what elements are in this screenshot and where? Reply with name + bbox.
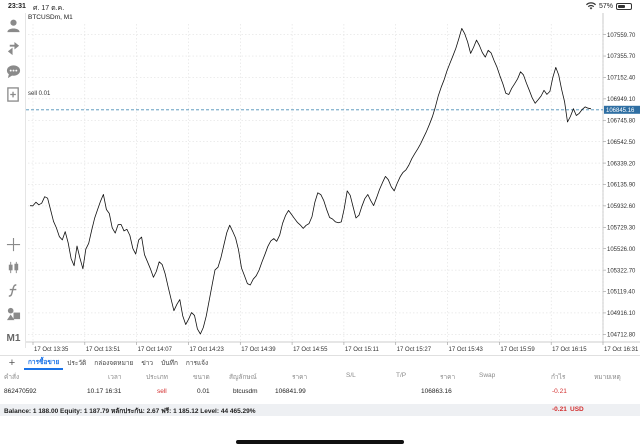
table-header: คำสั่ง เวลา ประเภท ขนาด สัญลักษณ์ ราคา S… — [0, 372, 640, 384]
header-symbol: สัญลักษณ์ — [229, 374, 257, 381]
price-tick-label: 107152.40 — [607, 76, 636, 82]
candles-icon[interactable] — [5, 259, 22, 276]
order-current-price: 106863.16 — [421, 388, 452, 395]
trade-icon[interactable] — [5, 40, 22, 57]
time-tick-label: 17 Oct 14:07 — [138, 347, 173, 353]
status-right: 57% — [585, 2, 632, 10]
price-tick-label: 105932.60 — [607, 204, 636, 210]
header-price: ราคา — [292, 374, 308, 381]
price-tick-label: 106949.10 — [607, 97, 636, 103]
timeframe-button[interactable]: M1 — [6, 333, 21, 344]
time-tick-label: 17 Oct 14:55 — [293, 347, 328, 353]
header-swap: Swap — [479, 372, 496, 379]
bottom-tabs: + การซื้อขาย ประวัติ กล่องจดหมาย ข่าว บั… — [0, 355, 640, 370]
price-tick-label: 106542.50 — [607, 140, 636, 146]
price-tick-label: 105322.70 — [607, 268, 636, 274]
tab-history[interactable]: ประวัติ — [67, 360, 87, 367]
crosshair-icon[interactable] — [5, 236, 22, 253]
price-tick-label: 106135.90 — [607, 183, 636, 189]
price-tick-label: 105526.00 — [607, 247, 636, 253]
balance-summary: Balance: 1 188.00 Equity: 1 187.79 หลักป… — [4, 408, 256, 415]
time-tick-label: 17 Oct 13:51 — [86, 347, 121, 353]
chart-title: BTCUSDm, M1 — [28, 14, 73, 21]
price-tick-label: 106339.20 — [607, 161, 636, 167]
price-series-line — [29, 27, 592, 335]
balance-profit: -0.21 — [552, 406, 567, 413]
home-indicator — [236, 440, 404, 444]
header-tp: T/P — [396, 372, 407, 379]
order-id: 862470592 — [4, 388, 37, 395]
balance-currency: USD — [570, 406, 584, 413]
indicators-icon[interactable] — [5, 282, 22, 299]
header-comment: หมายเหตุ — [594, 374, 621, 381]
current-price-tag — [604, 105, 640, 114]
order-time: 10.17 16:31 — [87, 388, 122, 395]
chart-canvas[interactable]: 107559.70 107355.70 107152.40 106949.10 1067… — [26, 13, 640, 355]
account-icon[interactable] — [5, 17, 22, 34]
order-open-price: 106841.99 — [275, 388, 306, 395]
header-profit: กำไร — [551, 374, 566, 381]
balance-bar: Balance: 1 188.00 Equity: 1 187.79 หลักป… — [0, 404, 640, 416]
new-order-icon[interactable] — [5, 86, 22, 103]
header-time: เวลา — [108, 374, 122, 381]
price-chart[interactable]: 107559.70 107355.70 107152.40 106949.10 1067… — [26, 13, 640, 355]
price-tick-label: 106745.80 — [607, 118, 636, 124]
time-tick-label: 17 Oct 15:59 — [500, 347, 535, 353]
left-toolbar: M1 — [0, 13, 26, 348]
header-size: ขนาด — [193, 374, 210, 381]
tab-journal[interactable]: บันทึก — [161, 360, 178, 367]
header-type: ประเภท — [146, 374, 168, 381]
header-current-price: ราคา — [440, 374, 456, 381]
order-symbol: btcusdm — [233, 388, 258, 395]
order-type: sell — [157, 388, 167, 395]
price-tick-label: 107559.70 — [607, 33, 636, 39]
price-tick-label: 107355.70 — [607, 54, 636, 60]
sell-line-label: sell 0.01 — [28, 91, 51, 97]
chat-icon[interactable] — [5, 63, 22, 80]
battery-icon — [616, 2, 632, 10]
tab-news[interactable]: ข่าว — [141, 360, 154, 367]
battery-percent: 57% — [598, 2, 613, 10]
time-tick-label: 17 Oct 15:27 — [397, 347, 432, 353]
time-tick-label: 17 Oct 15:43 — [449, 347, 484, 353]
status-bar: 23:31 ศ. 17 ต.ค. 57% — [0, 0, 640, 13]
time-tick-label: 17 Oct 16:15 — [552, 347, 587, 353]
price-tick-label: 105729.30 — [607, 225, 636, 231]
price-tick-label: 104916.10 — [607, 311, 636, 317]
time-tick-label: 17 Oct 14:39 — [241, 347, 276, 353]
time-tick-label: 17 Oct 13:35 — [34, 347, 69, 353]
current-price-label: 106845.16 — [606, 108, 635, 114]
price-tick-label: 105119.40 — [607, 290, 636, 296]
header-sl: S/L — [346, 372, 356, 379]
wifi-icon — [585, 2, 596, 10]
status-date: ศ. 17 ต.ค. — [33, 5, 65, 12]
status-time: 23:31 — [8, 3, 26, 10]
battery-fill — [618, 4, 626, 8]
objects-icon[interactable] — [5, 305, 22, 322]
header-order: คำสั่ง — [4, 374, 20, 381]
time-tick-label: 17 Oct 15:11 — [345, 347, 380, 353]
add-button[interactable]: + — [8, 357, 16, 369]
time-tick-label: 17 Oct 14:23 — [189, 347, 224, 353]
tab-mailbox[interactable]: กล่องจดหมาย — [94, 360, 134, 367]
order-profit: -0.21 — [552, 388, 567, 395]
table-row[interactable]: 862470592 10.17 16:31 sell 0.01 btcusdm … — [0, 388, 640, 401]
tab-alerts[interactable]: การแจ้ง — [185, 360, 209, 367]
price-tick-label: 104712.80 — [607, 333, 636, 339]
tab-trade[interactable]: การซื้อขาย — [24, 357, 64, 370]
time-tick-label: 17 Oct 16:31 — [604, 347, 639, 353]
order-size: 0.01 — [197, 388, 210, 395]
